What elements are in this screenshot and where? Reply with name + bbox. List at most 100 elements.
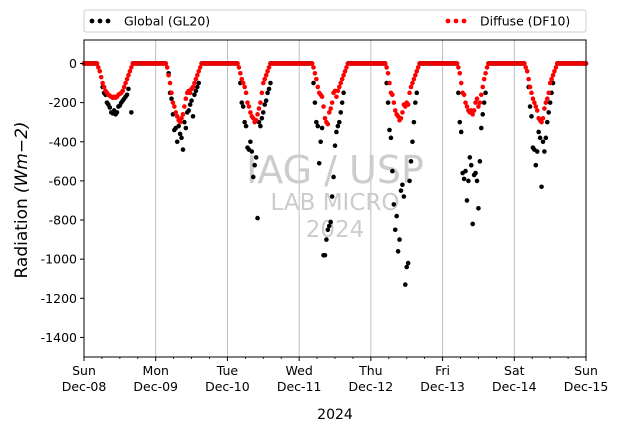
point-diffuse [245, 100, 250, 105]
point-diffuse [101, 84, 107, 90]
point-diffuse [470, 112, 475, 117]
point-global [529, 114, 534, 119]
point-global [328, 219, 333, 225]
point-global [457, 119, 463, 125]
point-diffuse [539, 119, 544, 125]
point-global [405, 260, 411, 266]
x-tick-date: Dec-11 [277, 379, 322, 394]
point-global [546, 110, 552, 115]
y-tick-label: -400 [49, 134, 77, 149]
legend-marker-global [89, 18, 95, 24]
point-global [311, 80, 316, 86]
legend: Global (GL20) Diffuse (DF10) [83, 9, 587, 33]
point-global [385, 100, 391, 105]
point-global [470, 221, 475, 227]
point-diffuse [243, 90, 249, 96]
point-diffuse [322, 115, 328, 121]
point-global [263, 98, 269, 103]
y-axis: 0 -200 -400 -600 -800 -1000 -1200 -1400 [41, 56, 84, 345]
point-global [468, 162, 474, 168]
point-diffuse [314, 76, 319, 82]
point-diffuse [97, 69, 103, 74]
point-diffuse [174, 114, 180, 119]
point-global [398, 188, 404, 193]
point-global [534, 149, 540, 154]
point-global [542, 149, 547, 154]
point-diffuse [481, 76, 487, 82]
point-diffuse [164, 65, 170, 70]
y-tick-label: -1200 [41, 291, 77, 306]
point-global [319, 125, 325, 131]
point-global [129, 110, 134, 115]
point-diffuse [240, 80, 246, 86]
point-global [410, 139, 415, 145]
point-global [395, 249, 401, 254]
point-diffuse [415, 65, 421, 70]
point-global [338, 110, 344, 115]
point-diffuse [166, 72, 171, 78]
point-global [265, 90, 270, 96]
y-tick-label: -1000 [41, 252, 77, 267]
point-global [480, 112, 486, 117]
x-tick-weekday: Sun [574, 363, 598, 378]
point-diffuse [523, 65, 529, 70]
point-diffuse [123, 80, 128, 86]
point-global [124, 92, 130, 98]
point-global [388, 135, 394, 141]
point-diffuse [311, 65, 316, 70]
point-diffuse [463, 100, 468, 105]
point-diffuse [263, 72, 269, 78]
point-diffuse-night [309, 61, 315, 66]
point-diffuse [550, 72, 556, 78]
point-diffuse [329, 100, 335, 105]
point-diffuse [341, 72, 346, 78]
point-global [401, 194, 407, 199]
point-global [536, 129, 541, 135]
point-global [413, 100, 418, 105]
point-global [392, 227, 398, 233]
point-global [253, 155, 259, 160]
point-global [268, 80, 273, 86]
point-diffuse [549, 76, 554, 82]
x-tick-date: Dec-13 [420, 379, 465, 394]
point-diffuse [471, 108, 477, 113]
point-global [189, 98, 194, 103]
point-diffuse [458, 80, 464, 86]
point-diffuse-night [94, 61, 100, 66]
point-diffuse [391, 100, 397, 105]
point-diffuse [126, 72, 131, 78]
legend-marker-diffuse [453, 18, 459, 24]
legend-marker-global [97, 18, 103, 24]
point-global [177, 131, 183, 137]
point-global [174, 139, 180, 145]
point-global [402, 282, 408, 287]
point-diffuse [129, 65, 134, 70]
point-diffuse [464, 104, 470, 109]
point-global [182, 119, 187, 125]
legend-entry-diffuse: Diffuse (DF10) [445, 14, 570, 29]
point-global [240, 104, 246, 109]
x-tick-weekday: Sat [504, 363, 525, 378]
point-global [179, 135, 184, 141]
y-tick-label: -600 [49, 173, 77, 188]
point-diffuse [410, 80, 415, 86]
point-diffuse [239, 76, 245, 82]
point-diffuse [260, 80, 266, 86]
point-global [312, 100, 318, 105]
point-diffuse [474, 96, 480, 102]
point-global [318, 139, 323, 145]
point-diffuse [457, 70, 463, 76]
point-diffuse [242, 84, 247, 90]
x-tick-weekday: Mon [143, 363, 169, 378]
point-diffuse [190, 84, 196, 90]
point-diffuse [315, 84, 321, 90]
point-diffuse [177, 119, 183, 125]
point-diffuse [328, 106, 333, 111]
point-diffuse [236, 65, 242, 70]
y-axis-label-units: (Wm−2) [12, 121, 32, 193]
point-diffuse-night [163, 61, 169, 66]
point-diffuse [483, 70, 488, 76]
point-global [332, 143, 338, 148]
point-diffuse [120, 88, 126, 94]
